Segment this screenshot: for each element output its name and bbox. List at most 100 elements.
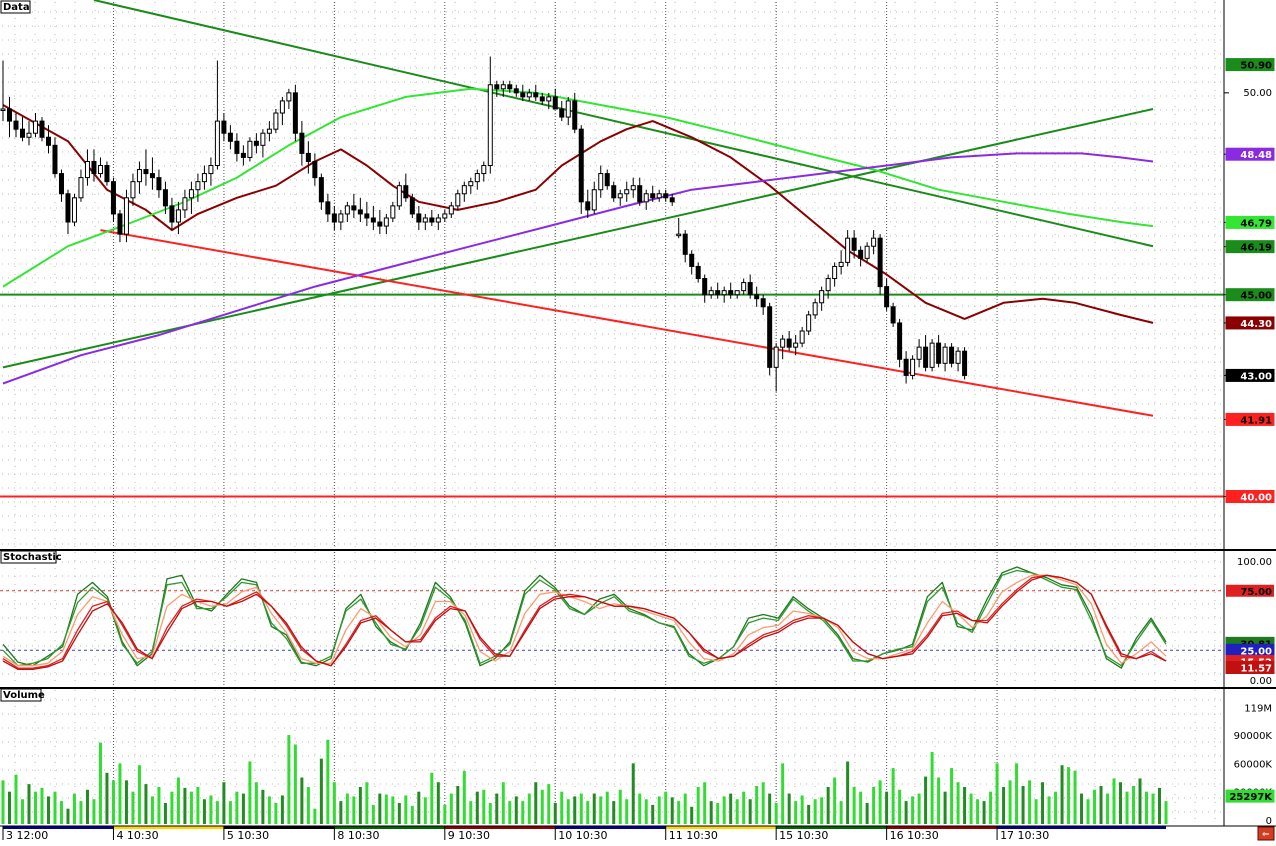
candle-body [221, 120, 227, 134]
value-tag-box [1225, 288, 1275, 302]
volume-bar [482, 789, 486, 824]
session-color-bar [555, 826, 666, 829]
volume-bar [1060, 765, 1064, 824]
volume-bar [176, 777, 180, 824]
volume-bar [560, 791, 564, 824]
volume-bar [787, 793, 791, 824]
candle-body [143, 169, 149, 175]
candle [201, 165, 207, 190]
candle [71, 193, 77, 227]
volume-bar [1073, 770, 1077, 824]
candle-body [123, 197, 129, 235]
volume-bar [7, 791, 11, 824]
candle-body [357, 209, 363, 215]
candle-body [383, 217, 389, 227]
volume-bar [306, 786, 310, 824]
volume-bar [852, 786, 856, 824]
candle-body [760, 298, 766, 308]
volume-bar [345, 793, 349, 824]
candle-body [208, 165, 214, 175]
candle-body [513, 88, 519, 94]
candle-body [6, 108, 12, 122]
value-tag: 46.79 [1225, 215, 1275, 229]
volume-bar [891, 768, 895, 824]
volume-bar [371, 804, 375, 824]
volume-bar [956, 782, 960, 824]
volume-bar [638, 793, 642, 824]
candle [364, 201, 370, 227]
volume-bar [644, 799, 648, 824]
volume-bar [417, 791, 421, 824]
candle [721, 286, 727, 303]
candle [58, 169, 64, 202]
candle [273, 108, 279, 134]
candle-body [201, 173, 207, 183]
volume-pane-label: Volume [3, 690, 45, 701]
volume-bar [826, 786, 830, 824]
volume-bar [898, 789, 902, 824]
volume-bar [462, 770, 466, 824]
volume-bar [527, 793, 531, 824]
candle-body [793, 342, 799, 348]
candle-body [351, 205, 357, 211]
volume-bar [670, 797, 674, 824]
candle-body [195, 181, 201, 191]
candle-body [650, 193, 656, 199]
candle [812, 298, 818, 319]
candle-body [26, 132, 32, 138]
session-color-bar [334, 826, 445, 829]
candle [923, 335, 929, 372]
price-pane[interactable]: Data [0, 0, 1224, 549]
candle-body [435, 217, 441, 223]
value-tag-label: 41.91 [1240, 415, 1272, 426]
candle-body [455, 193, 461, 207]
volume-bar [833, 777, 837, 824]
volume-bar [1067, 767, 1071, 824]
scroll-left-button[interactable]: ⇐ [1257, 826, 1275, 841]
trendline [93, 0, 1154, 248]
session-color-bar [113, 826, 224, 829]
volume-bar [1047, 796, 1051, 824]
volume-bar [690, 806, 694, 824]
candle [260, 129, 266, 158]
candle [403, 173, 409, 202]
candle-body [942, 346, 948, 364]
candle [435, 213, 441, 231]
candle-body [864, 245, 870, 259]
volume-bar [1138, 778, 1142, 824]
candle [949, 343, 955, 368]
candle [136, 161, 142, 194]
value-tag-box [1225, 368, 1275, 382]
candle-body [786, 338, 792, 348]
candle [962, 347, 968, 380]
candle [526, 88, 532, 101]
volume-bar [878, 780, 882, 824]
candle [910, 355, 916, 380]
stochastic-pane[interactable]: Stochastic [0, 550, 1224, 687]
candle-body [734, 290, 740, 296]
volume-bar [631, 763, 635, 824]
volume-bar [618, 789, 622, 824]
candle [832, 262, 838, 287]
candle [312, 153, 318, 186]
candle-body [637, 185, 643, 203]
volume-bar [521, 801, 525, 824]
candle [851, 230, 857, 259]
candle-body [819, 290, 825, 304]
volume-bar [384, 794, 388, 824]
volume-pane[interactable]: Volume [0, 688, 1224, 825]
candle-body [305, 152, 311, 162]
price-axis-tick: 50.00 [1243, 88, 1272, 99]
volume-bar [735, 799, 739, 824]
candle [422, 213, 428, 231]
candle-body [890, 306, 896, 324]
volume-bar [443, 804, 447, 824]
candle [383, 213, 389, 235]
candle [663, 189, 669, 202]
candle-body [117, 213, 123, 235]
date-tick-label: 3 12:00 [6, 829, 48, 842]
volume-axis-tick: 90000K [1234, 731, 1273, 742]
candle [13, 113, 19, 138]
candle-body [773, 346, 779, 368]
candle [585, 189, 591, 218]
